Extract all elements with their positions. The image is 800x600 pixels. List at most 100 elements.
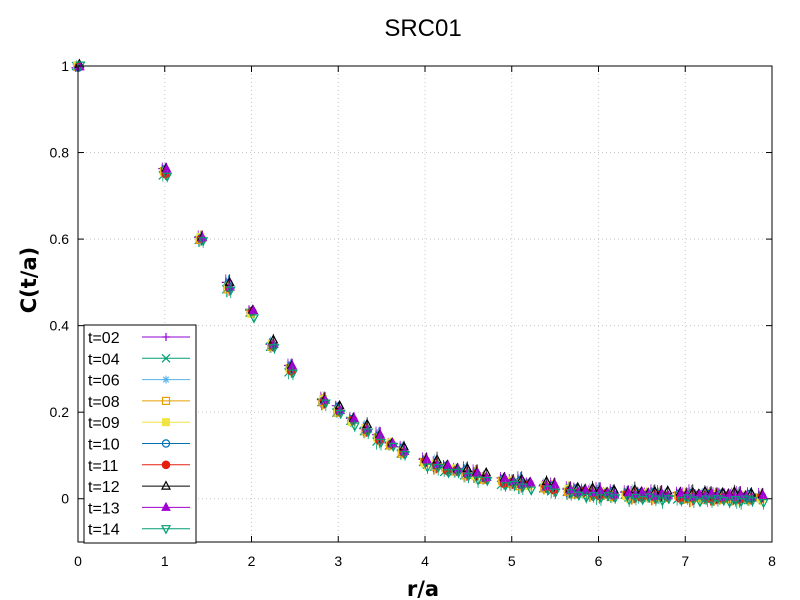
data-point bbox=[565, 484, 576, 494]
data-point bbox=[758, 489, 768, 499]
data-point bbox=[399, 445, 410, 456]
data-point bbox=[573, 491, 584, 502]
data-point bbox=[375, 429, 386, 439]
legend-marker bbox=[161, 396, 171, 405]
data-point bbox=[443, 459, 453, 469]
data-point bbox=[550, 479, 560, 489]
data-point bbox=[335, 409, 346, 420]
data-point bbox=[580, 484, 591, 494]
data-point bbox=[198, 237, 209, 247]
data-point bbox=[363, 428, 374, 438]
data-point bbox=[736, 498, 747, 508]
data-point bbox=[609, 489, 620, 499]
legend-label: t=11 bbox=[88, 458, 119, 475]
data-point bbox=[707, 497, 718, 507]
legend-marker bbox=[161, 439, 171, 448]
data-point bbox=[526, 486, 537, 496]
data-point bbox=[747, 497, 758, 507]
chart-title: SRC01 bbox=[384, 15, 461, 42]
x-tick-label: 2 bbox=[248, 553, 256, 569]
data-point bbox=[349, 422, 360, 432]
y-axis-label: C(t/a) bbox=[17, 247, 41, 314]
legend-marker bbox=[161, 460, 171, 470]
data-point bbox=[197, 232, 208, 242]
data-point bbox=[542, 485, 553, 495]
legend-label: t=06 bbox=[88, 373, 120, 390]
legend-box bbox=[83, 324, 197, 544]
x-axis-label: r/a bbox=[407, 577, 439, 600]
x-tick-label: 8 bbox=[768, 553, 776, 569]
data-point bbox=[500, 472, 510, 482]
data-point bbox=[517, 478, 528, 488]
legend-marker bbox=[162, 333, 170, 341]
data-point bbox=[509, 480, 520, 491]
y-tick-label: 0.2 bbox=[50, 404, 70, 420]
data-point bbox=[682, 494, 693, 504]
legend-marker bbox=[162, 418, 170, 427]
data-point bbox=[694, 498, 705, 508]
data-point bbox=[581, 493, 592, 504]
data-point bbox=[630, 488, 641, 498]
data-point bbox=[362, 423, 373, 433]
data-point bbox=[724, 498, 735, 508]
data-point bbox=[724, 489, 734, 499]
legend-label: t=14 bbox=[88, 522, 120, 539]
data-point bbox=[269, 339, 279, 349]
data-point bbox=[542, 480, 552, 490]
data-point bbox=[161, 163, 172, 173]
data-point bbox=[422, 454, 432, 464]
data-point bbox=[623, 487, 634, 497]
data-point bbox=[643, 488, 654, 498]
data-point bbox=[162, 172, 173, 183]
data-point bbox=[320, 399, 331, 409]
data-point bbox=[269, 344, 280, 354]
legend-label: t=12 bbox=[88, 479, 120, 496]
data-point bbox=[500, 482, 511, 492]
data-point bbox=[657, 497, 668, 507]
data-point bbox=[388, 442, 399, 453]
data-point bbox=[287, 369, 298, 380]
data-point bbox=[349, 413, 360, 423]
data-point bbox=[320, 394, 331, 404]
data-points bbox=[71, 58, 769, 510]
data-point bbox=[517, 483, 528, 493]
data-point bbox=[481, 471, 492, 482]
series-t=14 bbox=[75, 61, 769, 510]
data-point bbox=[400, 450, 411, 461]
data-point bbox=[225, 286, 236, 296]
data-point bbox=[706, 487, 717, 498]
data-point bbox=[624, 496, 635, 506]
data-point bbox=[712, 490, 723, 500]
data-point bbox=[688, 496, 699, 506]
y-tick-label: 0.8 bbox=[50, 145, 70, 161]
x-tick-label: 0 bbox=[74, 553, 82, 569]
data-point bbox=[472, 467, 483, 477]
legend-marker bbox=[162, 375, 170, 384]
data-point bbox=[602, 487, 613, 497]
data-point bbox=[663, 490, 674, 500]
data-point bbox=[682, 489, 693, 499]
legend-label: t=04 bbox=[88, 351, 120, 368]
legend-marker bbox=[161, 480, 171, 490]
data-point bbox=[248, 314, 259, 324]
data-point bbox=[610, 494, 621, 504]
data-point bbox=[758, 499, 769, 509]
data-point bbox=[248, 304, 259, 314]
data-point bbox=[588, 492, 599, 502]
data-point bbox=[701, 495, 712, 505]
y-tick-label: 0 bbox=[61, 491, 69, 507]
x-tick-label: 6 bbox=[595, 553, 603, 569]
legend-label: t=13 bbox=[88, 500, 120, 517]
data-point bbox=[676, 487, 686, 497]
data-point bbox=[663, 495, 674, 505]
legend-label: t=02 bbox=[88, 330, 120, 347]
data-point bbox=[225, 281, 236, 291]
data-point bbox=[387, 437, 398, 447]
data-point bbox=[433, 463, 444, 474]
data-point bbox=[473, 476, 484, 486]
data-point bbox=[453, 468, 464, 479]
data-point bbox=[595, 494, 606, 504]
x-tick-label: 5 bbox=[508, 553, 516, 569]
legend: t=02 t=04 t=06 t=08 t=09 t=10 t=11 t=12 t=13 t=14 bbox=[83, 324, 197, 544]
